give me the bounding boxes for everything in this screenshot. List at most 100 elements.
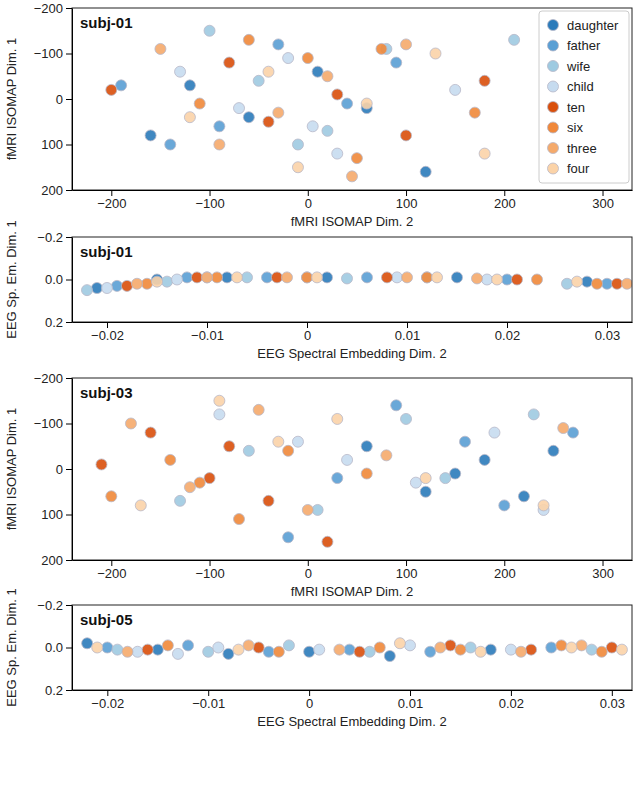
point	[92, 642, 103, 653]
points	[82, 272, 633, 296]
point	[518, 491, 529, 502]
y-tick-label: 0.2	[45, 683, 63, 698]
x-tick: −100	[195, 190, 224, 211]
point	[102, 642, 113, 653]
x-tick: −200	[97, 560, 126, 581]
point	[262, 272, 273, 283]
y-axis-title: fMRI ISOMAP Dim. 1	[4, 38, 19, 161]
x-tick: −0.02	[91, 322, 124, 343]
legend-label: daughter	[567, 18, 619, 33]
point	[512, 274, 523, 285]
point	[422, 272, 433, 283]
point	[302, 272, 313, 283]
y-tick: 0.0	[45, 640, 72, 655]
x-tick-label: −200	[97, 196, 126, 211]
point	[382, 272, 393, 283]
point	[322, 536, 333, 547]
point	[92, 283, 103, 294]
point	[263, 116, 274, 127]
point	[562, 278, 573, 289]
point	[572, 276, 583, 287]
y-tick: 100	[41, 137, 72, 152]
point	[479, 454, 490, 465]
legend-label: child	[567, 79, 594, 94]
x-tick-mark	[210, 560, 211, 566]
point	[312, 272, 323, 283]
point	[292, 139, 303, 150]
point	[96, 459, 107, 470]
y-tick-mark	[66, 469, 72, 470]
panel: −0.02−0.0100.010.020.03−0.20.00.2EEG Spe…	[4, 588, 633, 729]
x-tick-label: −0.01	[191, 328, 224, 343]
x-tick-label: 200	[494, 566, 516, 581]
y-tick-label: 0	[56, 462, 63, 477]
point	[472, 273, 483, 284]
point	[332, 413, 343, 424]
x-tick: −0.02	[91, 690, 124, 711]
point	[332, 89, 343, 100]
point	[469, 107, 480, 118]
point	[283, 532, 294, 543]
point	[292, 436, 303, 447]
point	[184, 482, 195, 493]
point	[334, 644, 345, 655]
x-tick-label: 0.02	[499, 696, 524, 711]
point	[224, 57, 235, 68]
x-tick: −0.01	[191, 322, 224, 343]
y-tick: −100	[34, 416, 72, 431]
point	[162, 640, 173, 651]
point	[132, 278, 143, 289]
point	[332, 473, 343, 484]
x-axis-line	[73, 690, 633, 691]
point	[435, 642, 446, 653]
point	[116, 80, 127, 91]
point	[202, 272, 213, 283]
point	[192, 272, 203, 283]
x-tick-mark	[607, 322, 608, 328]
point	[145, 130, 156, 141]
point	[322, 272, 333, 283]
point	[234, 514, 245, 525]
point	[204, 25, 215, 36]
point	[223, 648, 234, 659]
panel: −200−1000100200300−200−1000100200fMRI IS…	[4, 371, 633, 599]
x-tick: 0	[304, 322, 311, 343]
point	[162, 276, 173, 287]
point	[558, 423, 569, 434]
legend-label: ten	[567, 100, 585, 115]
x-axis-title: EEG Spectral Embedding Dim. 2	[257, 714, 446, 729]
point	[509, 34, 520, 45]
points	[82, 638, 628, 662]
figure: −200−1000100200300−200−1000100200fMRI IS…	[0, 0, 640, 795]
x-tick-mark	[504, 190, 505, 196]
point	[112, 644, 123, 655]
y-tick: 0	[56, 462, 72, 477]
x-tick-mark	[207, 322, 208, 328]
y-tick-mark	[66, 237, 72, 238]
y-tick-label: −0.2	[37, 598, 63, 613]
legend-marker	[548, 143, 559, 154]
panel: −200−1000100200300−200−1000100200fMRI IS…	[4, 1, 633, 229]
point	[172, 274, 183, 285]
x-tick-label: −100	[195, 196, 224, 211]
x-tick-mark	[511, 690, 512, 696]
point	[122, 646, 133, 657]
x-tick: 0.02	[499, 690, 524, 711]
x-tick: 0	[306, 690, 313, 711]
point	[526, 644, 537, 655]
x-tick-label: −0.02	[91, 696, 124, 711]
point	[322, 125, 333, 136]
legend-marker	[548, 20, 559, 31]
point	[234, 103, 245, 114]
x-tick: 200	[494, 190, 516, 211]
point	[282, 272, 293, 283]
x-axis-title: fMRI ISOMAP Dim. 2	[291, 584, 414, 599]
x-tick-label: −200	[97, 566, 126, 581]
point	[106, 491, 117, 502]
y-tick: 200	[41, 183, 72, 198]
x-tick-label: 0	[304, 328, 311, 343]
point	[273, 39, 284, 50]
x-axis-title: fMRI ISOMAP Dim. 2	[291, 214, 414, 229]
point	[194, 98, 205, 109]
point	[165, 139, 176, 150]
